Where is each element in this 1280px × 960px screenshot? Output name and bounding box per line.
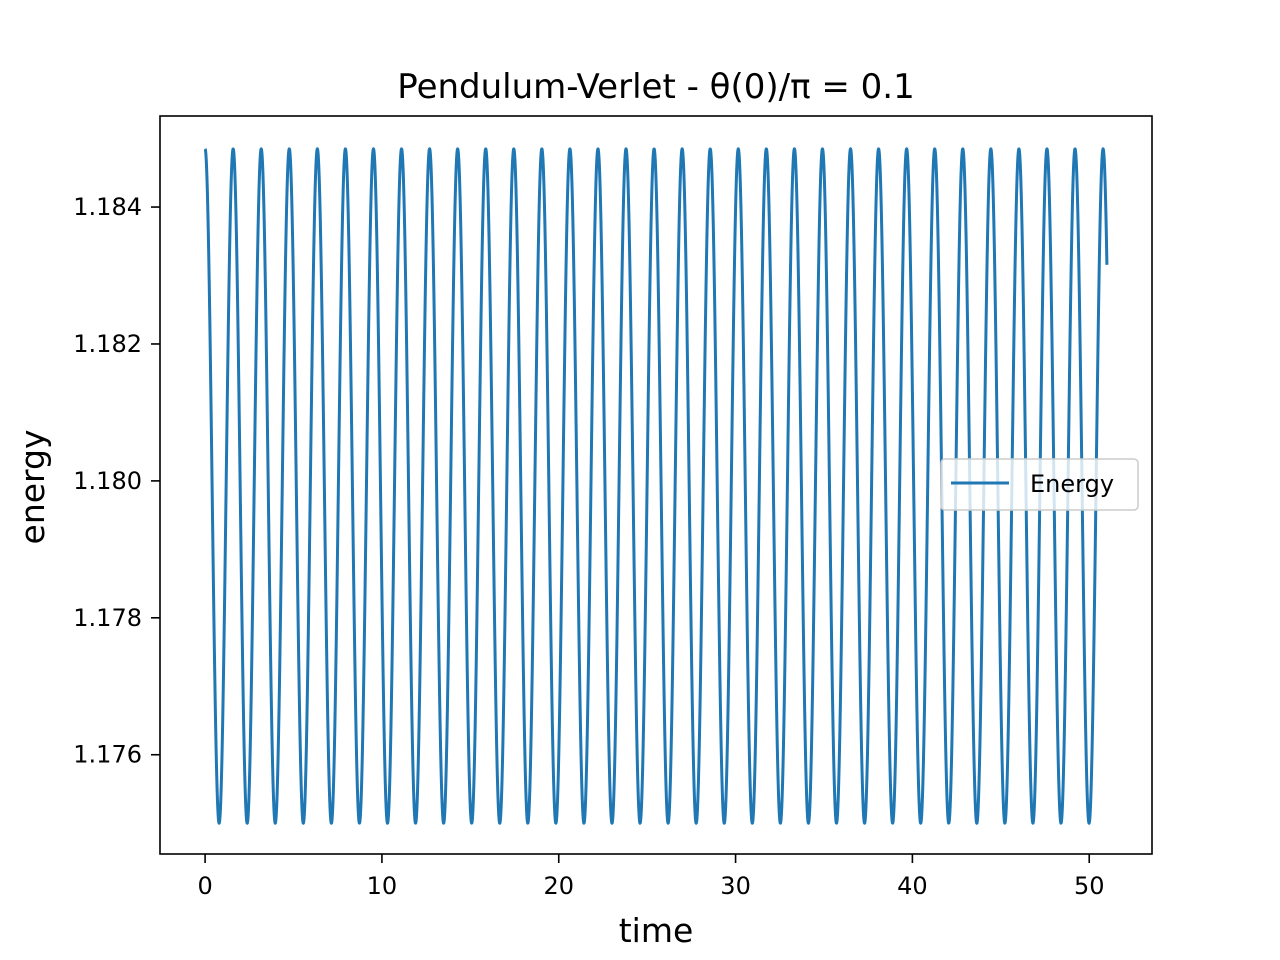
- legend: Energy: [940, 458, 1139, 511]
- x-tick-label: 30: [720, 872, 751, 900]
- y-tick-label: 1.178: [73, 604, 142, 632]
- x-axis: 0 10 20 30 40 50: [197, 854, 1104, 900]
- x-tick-label: 50: [1074, 872, 1105, 900]
- y-tick-label: 1.180: [73, 467, 142, 495]
- x-tick-label: 40: [897, 872, 928, 900]
- x-tick-label: 10: [367, 872, 398, 900]
- legend-label-energy: Energy: [1030, 470, 1114, 498]
- y-tick-label: 1.176: [73, 741, 142, 769]
- x-axis-label: time: [619, 911, 694, 950]
- y-axis: 1.176 1.178 1.180 1.182 1.184: [73, 193, 160, 769]
- x-tick-label: 20: [543, 872, 574, 900]
- plot-frame: [159, 115, 1153, 855]
- series-line-energy: [203, 147, 1109, 825]
- y-tick-label: 1.182: [73, 330, 142, 358]
- legend-box: [940, 458, 1139, 511]
- chart-title: Pendulum-Verlet - θ(0)/π = 0.1: [397, 67, 914, 107]
- x-tick-label: 0: [197, 872, 212, 900]
- y-tick-label: 1.184: [73, 193, 142, 221]
- y-axis-label: energy: [13, 430, 52, 545]
